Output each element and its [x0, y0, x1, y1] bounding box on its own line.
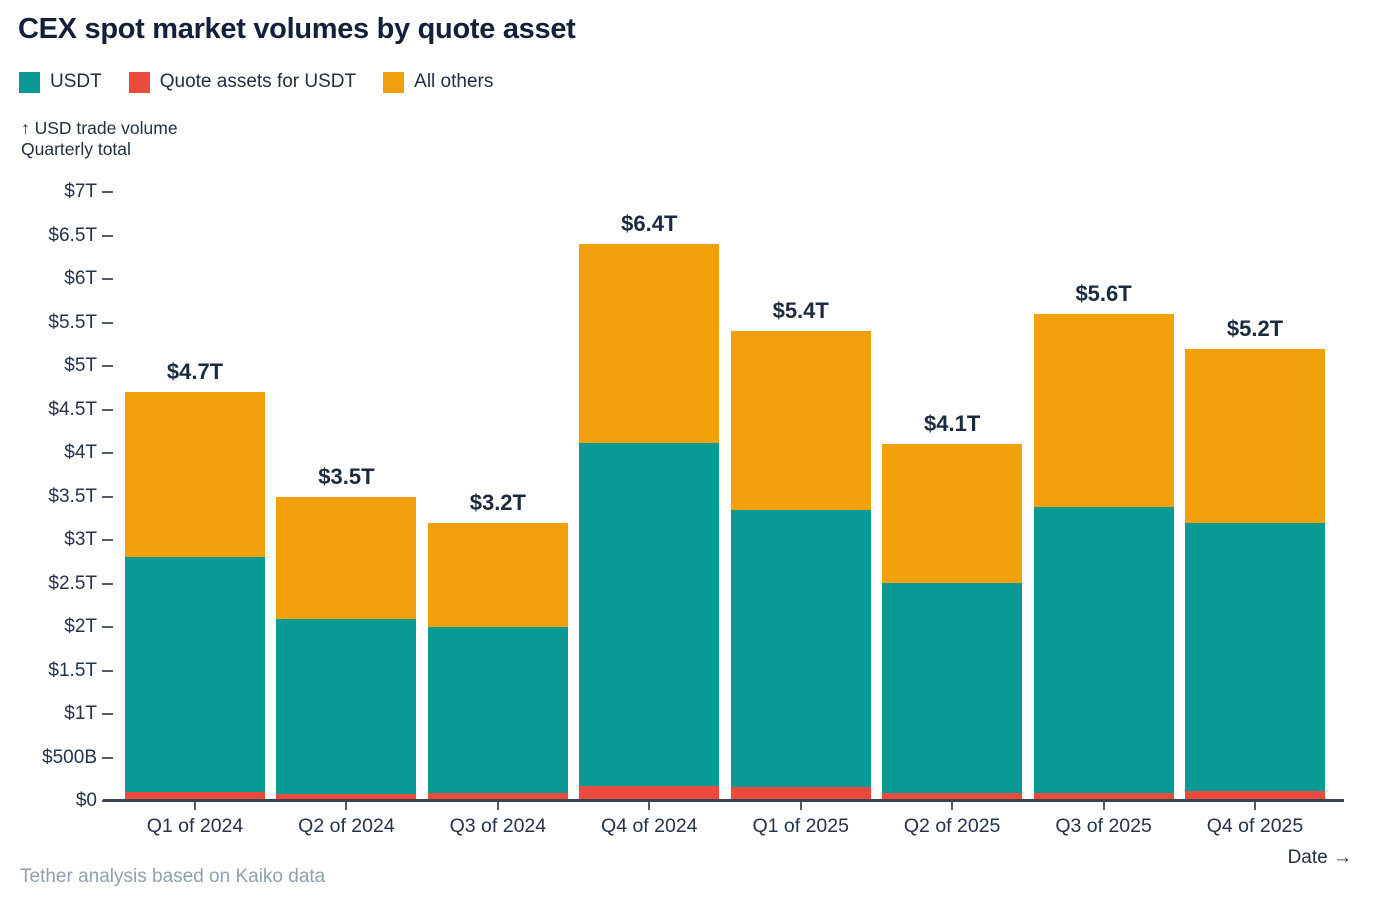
- y-tick-label: $6T: [64, 268, 97, 289]
- x-axis-title: Date →: [1287, 847, 1352, 868]
- x-axis-tick-label: Q1 of 2025: [752, 815, 849, 837]
- bar-segment-all-others: [125, 392, 265, 558]
- y-axis-caption-line2: Quarterly total: [21, 139, 131, 159]
- bar-segment-usdt: [125, 557, 265, 793]
- bar-segment-usdt: [276, 619, 417, 795]
- x-axis-tick-label: Q3 of 2024: [449, 815, 547, 837]
- bar-total-label: $3.2T: [469, 489, 526, 515]
- y-axis-caption: ↑ USD trade volume Quarterly total: [21, 118, 178, 160]
- y-tick-label: $500B: [42, 746, 97, 768]
- y-tick-label: $4.5T: [48, 398, 97, 420]
- bar-segment-quote-assets-for-usdt: [1185, 791, 1325, 801]
- y-tick-mark: [102, 713, 113, 715]
- y-tick-mark: [102, 452, 113, 454]
- y-tick-label: $7T: [64, 181, 97, 202]
- y-tick-mark: [102, 626, 113, 628]
- bar-segment-usdt: [427, 627, 568, 794]
- bar-segment-quote-assets-for-usdt: [125, 792, 265, 801]
- legend-item-all-others: All others: [383, 71, 493, 93]
- x-tick-mark: [1102, 802, 1105, 810]
- y-tick-label: $6.5T: [48, 224, 97, 246]
- x-tick-mark: [345, 802, 348, 810]
- x-tick-mark: [951, 802, 954, 810]
- bar-segment-usdt: [1185, 523, 1325, 792]
- x-axis-tick-label: Q1 of 2024: [146, 815, 244, 837]
- bar-segment-usdt: [579, 443, 720, 787]
- y-tick-label: $5.5T: [48, 311, 97, 333]
- y-tick-mark: [102, 234, 113, 237]
- y-tick-mark: [102, 582, 113, 585]
- y-tick-mark: [102, 408, 113, 411]
- legend-label-usdt: USDT: [50, 71, 102, 92]
- x-tick-mark: [1254, 802, 1256, 810]
- bar-segment-all-others: [730, 331, 871, 511]
- bar-total-label: $4.1T: [924, 411, 981, 437]
- y-tick-label: $0: [75, 790, 97, 811]
- y-tick-label: $4T: [64, 442, 97, 463]
- x-tick-mark: [799, 802, 802, 810]
- bar-segment-quote-assets-for-usdt: [276, 794, 417, 801]
- x-axis-tick-label: Q3 of 2025: [1055, 815, 1152, 837]
- usdt-swatch-icon: [19, 71, 40, 93]
- chart-title: CEX spot market volumes by quote asset: [18, 13, 576, 45]
- bar-total-label: $4.7T: [166, 359, 224, 385]
- y-tick-mark: [102, 495, 113, 498]
- bar-total-label: $5.6T: [1075, 280, 1132, 306]
- y-tick-label: $5T: [64, 355, 97, 376]
- y-tick-mark: [102, 191, 113, 193]
- legend-label-all-others: All others: [414, 71, 494, 92]
- x-axis-tick-label: Q4 of 2025: [1206, 815, 1304, 837]
- x-tick-mark: [648, 802, 651, 810]
- quote-assets-swatch-icon: [128, 71, 150, 93]
- legend-item-usdt: USDT: [19, 71, 102, 93]
- y-tick-label: $1T: [64, 703, 97, 724]
- y-tick-label: $2T: [64, 616, 97, 637]
- bar-total-label: $3.5T: [318, 463, 375, 489]
- x-tick-mark: [496, 802, 499, 810]
- bar-segment-quote-assets-for-usdt: [882, 793, 1023, 801]
- x-axis-tick-label: Q2 of 2025: [903, 815, 1001, 837]
- bar-total-label: $5.4T: [772, 298, 829, 324]
- y-axis-caption-line1: ↑ USD trade volume: [21, 118, 178, 138]
- x-tick-mark: [194, 802, 196, 810]
- bar-segment-usdt: [1033, 506, 1174, 794]
- bar-total-label: $5.2T: [1226, 315, 1284, 341]
- legend: USDT Quote assets for USDT All others: [19, 71, 493, 93]
- y-tick-label: $3T: [64, 529, 97, 550]
- bar-segment-all-others: [882, 444, 1023, 583]
- x-axis-line: [103, 799, 1344, 802]
- bar-segment-quote-assets-for-usdt: [1033, 793, 1174, 801]
- x-axis-tick-label: Q4 of 2024: [601, 815, 698, 837]
- source-note: Tether analysis based on Kaiko data: [20, 866, 326, 887]
- bar-segment-all-others: [276, 496, 417, 620]
- y-tick-mark: [102, 365, 113, 367]
- y-tick-mark: [102, 669, 113, 672]
- y-tick-mark: [102, 321, 113, 324]
- y-tick-mark: [102, 756, 113, 759]
- y-tick-label: $2.5T: [48, 572, 97, 594]
- bar-segment-all-others: [427, 522, 568, 627]
- bar-segment-usdt: [882, 582, 1023, 794]
- bar-segment-quote-assets-for-usdt: [427, 793, 568, 801]
- y-tick-mark: [102, 539, 113, 541]
- y-tick-label: $1.5T: [48, 659, 97, 681]
- all-others-swatch-icon: [383, 71, 405, 93]
- bar-segment-quote-assets-for-usdt: [579, 786, 720, 801]
- legend-label-quote-assets: Quote assets for USDT: [159, 71, 357, 92]
- legend-item-quote-assets: Quote assets for USDT: [128, 71, 357, 93]
- bar-segment-all-others: [1033, 313, 1174, 507]
- bar-segment-all-others: [579, 244, 720, 444]
- y-tick-mark: [102, 278, 113, 280]
- bar-segment-all-others: [1185, 348, 1325, 524]
- x-axis-tick-label: Q2 of 2024: [298, 815, 395, 837]
- bar-total-label: $6.4T: [621, 211, 678, 237]
- y-tick-label: $3.5T: [48, 485, 97, 507]
- bar-segment-quote-assets-for-usdt: [730, 787, 871, 801]
- bar-segment-usdt: [730, 510, 871, 788]
